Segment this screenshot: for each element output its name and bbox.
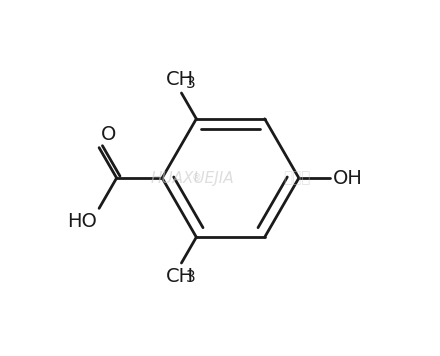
Text: 化学加: 化学加 — [283, 171, 311, 185]
Text: 3: 3 — [185, 270, 195, 285]
Text: O: O — [101, 125, 116, 144]
Text: HO: HO — [67, 212, 97, 231]
Text: CH: CH — [165, 267, 194, 286]
Text: CH: CH — [165, 70, 194, 89]
Text: ®: ® — [192, 173, 202, 183]
Text: 3: 3 — [185, 76, 195, 91]
Text: HUAXUEJIA: HUAXUEJIA — [150, 171, 234, 185]
Text: OH: OH — [333, 168, 363, 188]
